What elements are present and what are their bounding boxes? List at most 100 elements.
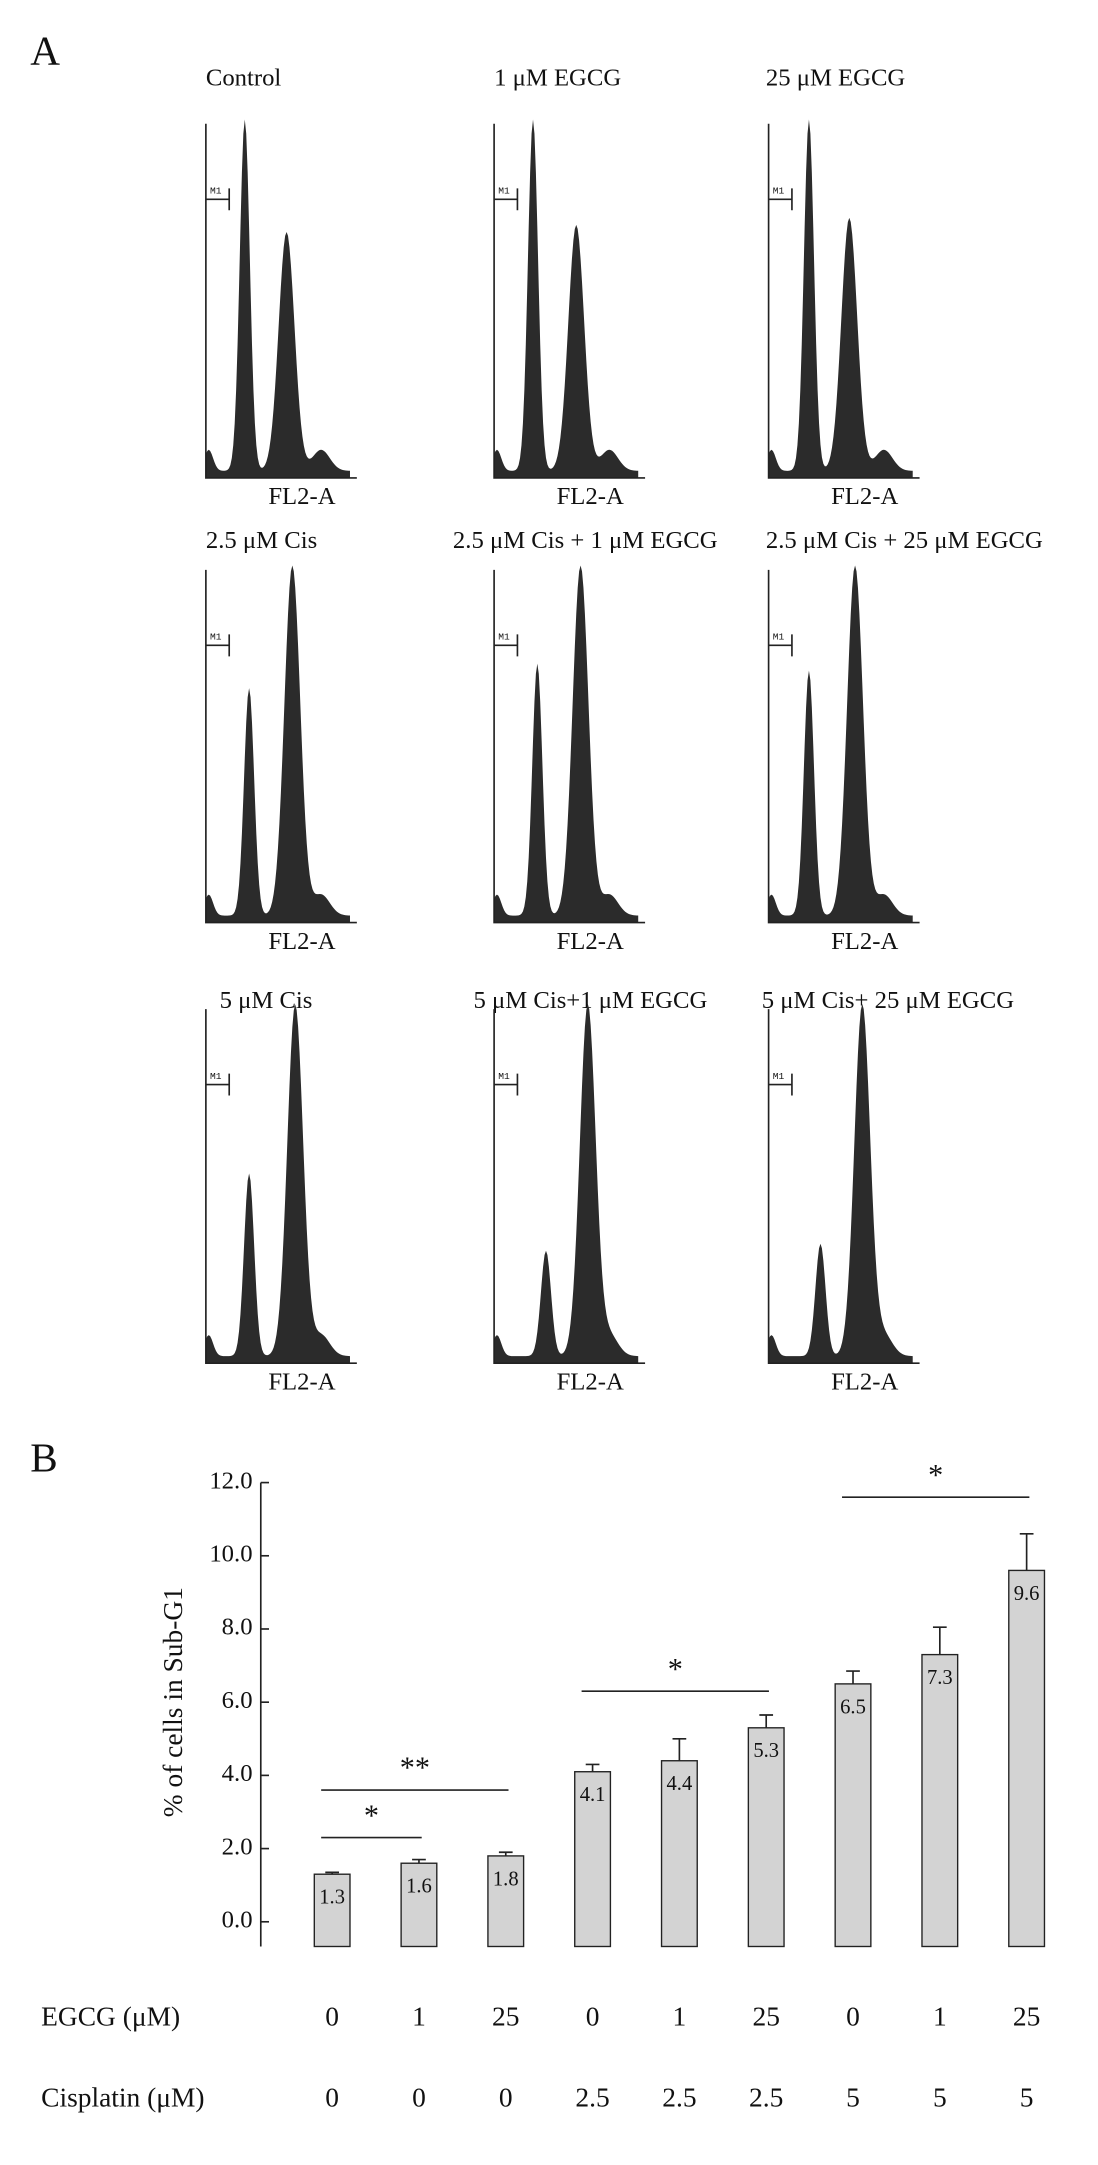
- x-tick-label: 0: [325, 2083, 339, 2113]
- bar: [660, 1760, 698, 1948]
- value-label: 9.6: [1014, 1583, 1040, 1605]
- x-tick-label: 0: [412, 2083, 426, 2113]
- error-bar: [498, 1851, 513, 1856]
- x-tick-label: 1: [412, 2002, 426, 2032]
- m1-label: M1: [773, 186, 785, 197]
- histogram-x-label: FL2-A: [557, 483, 624, 510]
- histogram-title: 25 μM EGCG: [766, 65, 906, 92]
- histogram-title: 2.5 μM Cis: [206, 527, 317, 554]
- histogram-x-label: FL2-A: [831, 483, 898, 510]
- error-bar: [846, 1670, 860, 1684]
- error-bar: [412, 1858, 426, 1864]
- x-tick-label: 0: [846, 2002, 860, 2032]
- significance-label: *: [364, 1798, 379, 1832]
- histogram-title: 5 μM Cis+ 25 μM EGCG: [762, 987, 1014, 1014]
- value-label: 6.5: [840, 1696, 866, 1718]
- histogram-axes: [205, 1009, 357, 1364]
- m1-label: M1: [210, 1071, 222, 1082]
- x-tick-label: 2.5: [662, 2083, 696, 2113]
- x-tick-label: 25: [752, 2002, 779, 2032]
- y-tick-label: 2.0: [222, 1833, 253, 1860]
- m1-marker: [768, 1073, 793, 1096]
- histogram: [494, 565, 639, 923]
- histogram: [768, 119, 913, 478]
- m1-marker: [768, 634, 793, 657]
- x-tick-label: 0: [499, 2083, 513, 2113]
- x-tick-label: 0: [325, 2002, 339, 2032]
- y-tick-label: 6.0: [222, 1687, 253, 1714]
- x-tick-label: 1: [673, 2002, 687, 2032]
- x-tick-label: 25: [492, 2002, 519, 2032]
- bar: [313, 1873, 351, 1948]
- error-bar: [585, 1763, 600, 1772]
- m1-marker: [494, 634, 519, 657]
- histogram: [768, 565, 913, 923]
- value-label: 5.3: [753, 1740, 779, 1762]
- y-tick-label: 10.0: [209, 1540, 252, 1567]
- histogram-x-label: FL2-A: [557, 928, 624, 955]
- value-label: 1.3: [319, 1887, 345, 1909]
- histogram-title: 2.5 μM Cis + 1 μM EGCG: [453, 527, 718, 554]
- m1-label: M1: [210, 632, 222, 643]
- significance-label: *: [668, 1652, 683, 1686]
- histogram-x-label: FL2-A: [831, 928, 898, 955]
- histogram: [205, 1004, 350, 1364]
- histogram-axes: [493, 123, 646, 479]
- error-bar: [932, 1626, 947, 1655]
- x-tick-label: 5: [1020, 2083, 1034, 2113]
- m1-label: M1: [773, 1071, 785, 1082]
- histogram-x-label: FL2-A: [268, 483, 335, 510]
- value-label: 7.3: [927, 1667, 953, 1689]
- histogram-title: 2.5 μM Cis + 25 μM EGCG: [766, 527, 1043, 554]
- x-tick-label: 5: [933, 2083, 947, 2113]
- histogram-axes: [767, 569, 920, 924]
- error-bar: [325, 1871, 340, 1875]
- bar: [574, 1771, 612, 1948]
- m1-marker: [205, 634, 231, 657]
- histogram-x-label: FL2-A: [831, 1368, 898, 1395]
- m1-marker: [768, 188, 793, 211]
- y-axis-label: % of cells in Sub-G1: [158, 1587, 188, 1817]
- panel-label: A: [30, 28, 60, 74]
- m1-label: M1: [498, 1071, 510, 1082]
- value-label: 1.8: [493, 1868, 519, 1890]
- bar: [921, 1653, 959, 1948]
- histogram-title: 5 μM Cis+1 μM EGCG: [474, 987, 708, 1014]
- x-tick-label: 0: [586, 2002, 600, 2032]
- bar: [1008, 1569, 1046, 1948]
- error-bar: [759, 1714, 774, 1728]
- histogram-title: 1 μM EGCG: [494, 65, 621, 92]
- histogram-axes: [493, 1009, 646, 1364]
- histogram-axes: [493, 569, 646, 924]
- y-tick-label: 4.0: [222, 1760, 253, 1787]
- value-label: 4.4: [667, 1773, 693, 1795]
- m1-label: M1: [498, 632, 510, 643]
- m1-marker: [494, 1073, 519, 1096]
- error-bar: [672, 1737, 687, 1761]
- x-tick-label: 2.5: [749, 2083, 783, 2113]
- error-bar: [1019, 1532, 1034, 1571]
- y-tick-label: 8.0: [222, 1614, 253, 1641]
- histogram-x-label: FL2-A: [268, 1368, 335, 1395]
- y-tick-label: 0.0: [222, 1906, 253, 1933]
- m1-marker: [494, 188, 519, 211]
- m1-marker: [205, 1073, 231, 1096]
- value-label: 1.6: [406, 1876, 432, 1898]
- histogram-title: 5 μM Cis: [220, 987, 313, 1014]
- histogram-axes: [205, 569, 357, 924]
- significance-label: **: [400, 1751, 430, 1785]
- histogram-title: Control: [206, 65, 282, 92]
- x-tick-label: 25: [1013, 2002, 1040, 2032]
- category-row-name: Cisplatin (μM): [41, 2083, 204, 2113]
- category-row-name: EGCG (μM): [41, 2002, 180, 2032]
- histogram-x-label: FL2-A: [557, 1368, 624, 1395]
- m1-label: M1: [210, 186, 222, 197]
- histogram-axes: [205, 123, 357, 479]
- histogram: [494, 1003, 639, 1364]
- m1-label: M1: [773, 632, 785, 643]
- x-tick-label: 2.5: [575, 2083, 609, 2113]
- histogram: [768, 1003, 913, 1364]
- m1-label: M1: [498, 186, 510, 197]
- histogram: [205, 565, 350, 923]
